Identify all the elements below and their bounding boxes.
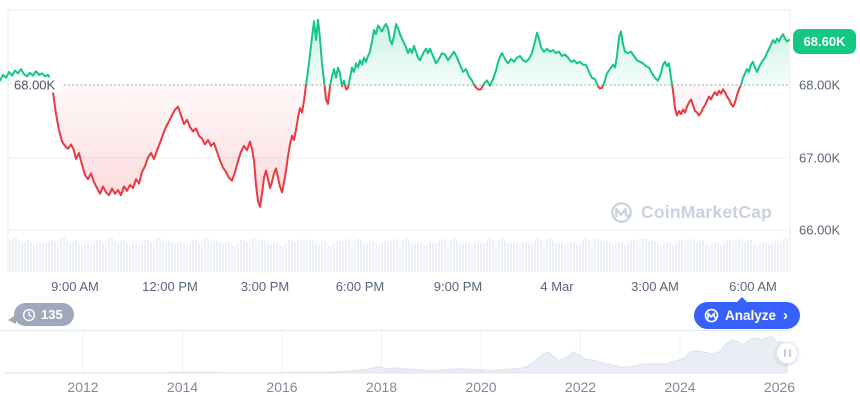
x-axis-tick-label: 6:00 AM bbox=[729, 279, 777, 294]
navigator-year-label: 2022 bbox=[564, 379, 597, 395]
handle-grip-bar bbox=[783, 349, 786, 357]
navigator-year-label: 2020 bbox=[465, 379, 497, 395]
analyze-button[interactable]: Analyze › bbox=[694, 297, 801, 329]
navigator-resize-handle[interactable] bbox=[776, 342, 798, 364]
x-axis-tick-label: 9:00 AM bbox=[51, 279, 99, 294]
x-axis-tick-label: 9:00 PM bbox=[433, 279, 483, 294]
x-axis-tick-label: 3:00 PM bbox=[240, 279, 290, 294]
timeline-navigator[interactable] bbox=[0, 330, 860, 375]
coinmarketcap-logo-icon bbox=[704, 308, 719, 323]
y-axis-tick-label: 68.00K bbox=[799, 77, 841, 93]
clock-history-icon bbox=[22, 308, 36, 321]
navigator-canvas[interactable] bbox=[0, 330, 860, 375]
current-price-badge: 68.60K bbox=[793, 29, 856, 54]
handle-grip-bar bbox=[788, 349, 791, 357]
analyze-label: Analyze bbox=[725, 308, 777, 323]
watermark-text: CoinMarketCap bbox=[641, 201, 772, 222]
x-axis-tick-label: 4 Mar bbox=[540, 279, 574, 294]
navigator-year-label: 2012 bbox=[67, 379, 99, 395]
chevron-right-icon: › bbox=[783, 307, 789, 324]
y-axis-tick-label: 66.00K bbox=[799, 222, 841, 238]
baseline-price-label: 68.00K bbox=[14, 77, 60, 93]
navigator-year-label: 2018 bbox=[365, 379, 398, 395]
y-axis-tick-label: 67.00K bbox=[799, 150, 841, 165]
price-chart-canvas[interactable] bbox=[0, 0, 860, 272]
navigator-year-label: 2024 bbox=[664, 379, 696, 395]
x-axis-tick-label: 6:00 PM bbox=[335, 279, 385, 294]
navigator-year-label: 2026 bbox=[763, 379, 796, 395]
main-chart[interactable]: 68.00K 67.00K 66.00K 68.00K 68.60K CoinMar… bbox=[0, 0, 860, 272]
coinmarketcap-watermark: CoinMarketCap bbox=[610, 199, 772, 225]
history-count-badge[interactable]: 135 bbox=[8, 303, 74, 326]
x-axis-tick-label: 3:00 AM bbox=[631, 279, 679, 294]
x-axis-tick-label: 12:00 PM bbox=[142, 279, 198, 294]
coinmarketcap-logo-icon bbox=[611, 201, 632, 223]
navigator-year-label: 2016 bbox=[266, 379, 298, 395]
navigator-year-label: 2014 bbox=[166, 379, 199, 395]
history-count: 135 bbox=[41, 307, 63, 322]
